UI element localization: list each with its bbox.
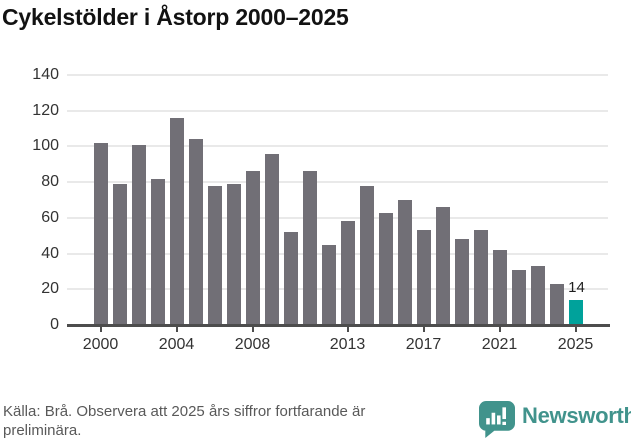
bar-2016 <box>397 200 412 325</box>
gridline-y-40 <box>67 252 608 255</box>
x-tick-label-2000: 2000 <box>82 336 119 353</box>
x-tick-2025 <box>574 326 577 332</box>
x-axis-line <box>67 324 610 327</box>
y-tick-label-40: 40 <box>41 244 59 262</box>
bar-2019 <box>454 239 469 325</box>
bar-2007 <box>226 183 241 325</box>
bar-2004 <box>169 117 184 325</box>
bar-2014 <box>359 185 374 325</box>
x-tick-2021 <box>498 326 501 332</box>
x-tick-label-2025: 2025 <box>557 336 594 353</box>
x-tick-label-2017: 2017 <box>405 336 442 353</box>
bar-2002 <box>131 144 146 325</box>
gridline-y-140 <box>67 74 608 76</box>
source-note-line1: Källa: Brå. Observera att 2025 års siffr… <box>3 403 366 420</box>
y-tick-label-20: 20 <box>41 280 59 298</box>
bar-2017 <box>416 230 431 325</box>
y-tick-label-60: 60 <box>41 208 59 226</box>
y-tick-label-100: 100 <box>32 137 59 155</box>
newsworthy-icon <box>479 401 515 438</box>
y-tick-label-80: 80 <box>41 173 59 191</box>
data-label-2025: 14 <box>568 279 585 296</box>
bar-2008 <box>245 171 260 325</box>
x-tick-2000 <box>99 326 102 332</box>
x-tick-label-2008: 2008 <box>234 336 271 353</box>
gridline-y-60 <box>67 216 608 219</box>
bar-2013 <box>340 221 355 325</box>
bar-2012 <box>321 244 336 325</box>
bar-2025 <box>568 300 583 325</box>
gridline-y-100 <box>67 145 608 148</box>
newsworthy-logo: Newsworthy <box>479 401 631 438</box>
bar-2010 <box>283 232 298 325</box>
chart-title: Cykelstölder i Åstorp 2000–2025 <box>2 4 349 30</box>
bar-2011 <box>302 171 317 325</box>
bar-2018 <box>435 207 450 325</box>
x-tick-label-2021: 2021 <box>481 336 518 353</box>
bar-2021 <box>492 250 507 325</box>
x-tick-2013 <box>346 326 349 332</box>
x-tick-2008 <box>251 326 254 332</box>
x-tick-2004 <box>175 326 178 332</box>
bar-2015 <box>378 212 393 325</box>
x-tick-label-2004: 2004 <box>158 336 195 353</box>
y-tick-label-140: 140 <box>32 66 59 83</box>
bar-2003 <box>150 178 165 325</box>
x-tick-2017 <box>422 326 425 332</box>
gridline-y-20 <box>67 288 608 291</box>
source-note-line2: preliminära. <box>3 422 82 439</box>
bar-2022 <box>511 269 526 325</box>
bar-2000 <box>93 142 108 325</box>
bar-2001 <box>112 183 127 325</box>
y-tick-label-120: 120 <box>32 101 59 119</box>
gridline-y-120 <box>67 109 608 112</box>
x-tick-label-2013: 2013 <box>329 336 366 353</box>
bar-2020 <box>473 230 488 325</box>
gridline-y-80 <box>67 181 608 184</box>
y-tick-label-0: 0 <box>50 316 59 333</box>
plot-area: 0 20 40 60 80 100 120 140 2000 2004 2008 2013 2017 20… <box>32 66 610 353</box>
bar-2005 <box>188 139 203 325</box>
bar-2009 <box>264 153 279 325</box>
bar-2024 <box>549 283 564 325</box>
newsworthy-wordmark: Newsworthy <box>522 402 631 428</box>
bar-2006 <box>207 185 222 325</box>
bar-2023 <box>530 266 545 325</box>
source-note: Källa: Brå. Observera att 2025 års siffr… <box>3 402 365 439</box>
